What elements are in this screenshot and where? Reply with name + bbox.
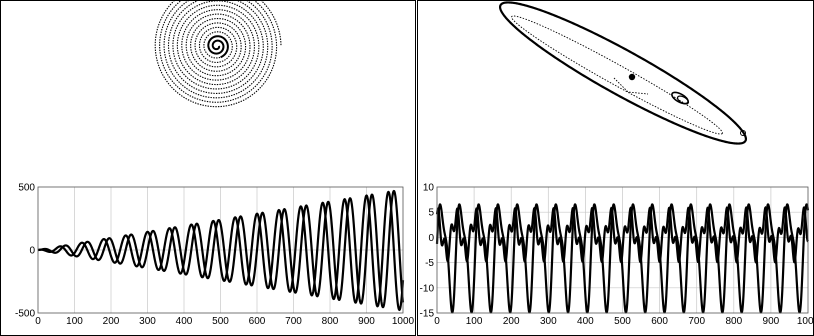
x-tick-label: 800: [725, 316, 742, 327]
x-tick-label: 900: [763, 316, 780, 327]
orbit-end-marker: [740, 130, 746, 136]
spiral-trace: [154, 0, 282, 108]
series-line-1: [435, 203, 810, 314]
spiral-phase-portrait: [154, 0, 282, 108]
x-tick-label: 800: [322, 316, 339, 327]
orbit-loop-2: [676, 95, 690, 105]
y-tick-label: -5: [425, 258, 434, 269]
orbit-outer: [498, 1, 748, 145]
spiral-core: [207, 35, 229, 59]
y-tick-label: -10: [420, 283, 435, 294]
x-tick-label: 400: [176, 316, 193, 327]
series-line-2: [435, 206, 809, 264]
series-line-1: [38, 189, 405, 309]
y-tick-label: 10: [423, 183, 435, 194]
elliptical-orbit-phase-portrait: [498, 1, 748, 145]
y-tick-label: 0: [428, 233, 434, 244]
right-time-series-plot: 01002003004005006007008009001000-15-10-5…: [420, 183, 814, 328]
series-line-2: [37, 190, 405, 312]
x-tick-label: 0: [35, 316, 41, 327]
y-tick-label: -500: [15, 309, 35, 320]
x-tick-label: 100: [466, 316, 483, 327]
x-tick-label: 300: [540, 316, 557, 327]
x-tick-label: 200: [103, 316, 120, 327]
orbit-inner: [511, 15, 723, 135]
y-tick-label: 500: [18, 183, 35, 194]
x-tick-label: 700: [688, 316, 705, 327]
x-tick-label: 300: [139, 316, 156, 327]
x-tick-label: 400: [577, 316, 594, 327]
x-tick-label: 1000: [392, 316, 415, 327]
panel-right-frame: [417, 0, 814, 336]
y-tick-label: 0: [29, 246, 35, 257]
x-tick-label: 0: [434, 316, 440, 327]
orbit-center-dot: [628, 73, 636, 81]
y-tick-label: -15: [420, 309, 435, 320]
orbit-connector: [613, 77, 649, 95]
axes-box: [37, 186, 404, 314]
y-tick-label: 5: [428, 208, 434, 219]
x-tick-label: 200: [503, 316, 520, 327]
x-tick-label: 600: [651, 316, 668, 327]
x-tick-label: 100: [66, 316, 83, 327]
x-tick-label: 500: [614, 316, 631, 327]
x-tick-label: 700: [285, 316, 302, 327]
x-tick-label: 600: [249, 316, 266, 327]
x-tick-label: 500: [212, 316, 229, 327]
x-tick-label: 900: [358, 316, 375, 327]
x-tick-label: 1000: [797, 316, 814, 327]
axes-box: [436, 186, 809, 314]
